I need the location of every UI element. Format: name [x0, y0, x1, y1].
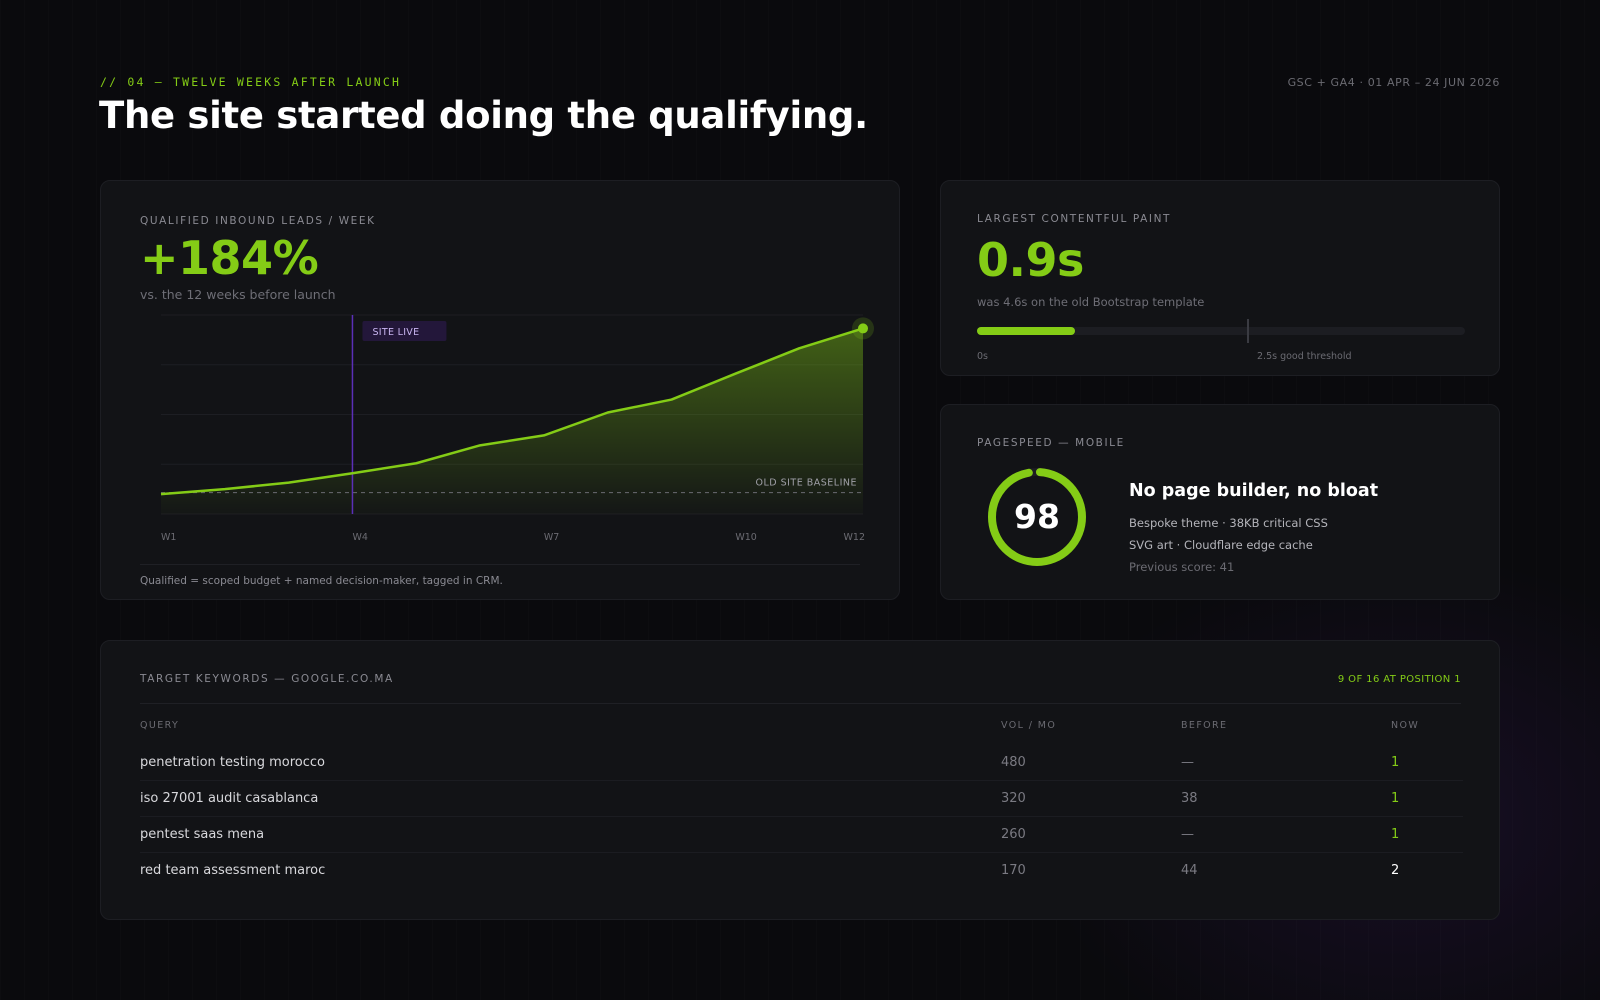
table-row: red team assessment maroc 170 44 2	[101, 853, 1501, 889]
lcp-progress-fill	[977, 327, 1075, 335]
keyword-before: 44	[1181, 863, 1198, 878]
launch-marker-label: SITE LIVE	[372, 327, 419, 338]
keyword-query: iso 27001 audit casablanca	[140, 791, 319, 806]
section-eyebrow: // 04 — TWELVE WEEKS AFTER LAUNCH	[100, 75, 402, 89]
keyword-before: —	[1181, 827, 1194, 842]
launch-marker-badge	[362, 321, 447, 341]
lcp-subtitle: was 4.6s on the old Bootstrap template	[977, 295, 1205, 309]
table-row: iso 27001 audit casablanca 320 38 1	[101, 781, 1501, 817]
pagespeed-heading: No page builder, no bloat	[1129, 481, 1379, 501]
pagespeed-detail-1: Bespoke theme · 38KB critical CSS	[1129, 516, 1328, 530]
keyword-now: 1	[1391, 791, 1400, 806]
lcp-metric: 0.9s	[977, 233, 1084, 287]
keyword-volume: 260	[1001, 827, 1026, 842]
x-tick-label: W1	[161, 532, 176, 543]
baseline-label: OLD SITE BASELINE	[755, 478, 857, 489]
pagespeed-card: PAGESPEED — MOBILE 98 No page builder, n…	[940, 404, 1500, 600]
column-header-now: NOW	[1391, 720, 1420, 731]
table-row: pentest saas mena 260 — 1	[101, 817, 1501, 853]
series-line	[160, 327, 864, 496]
keyword-before: 38	[1181, 791, 1198, 806]
data-source: GSC + GA4 · 01 APR – 24 JUN 2026	[1287, 76, 1500, 89]
keywords-summary: 9 OF 16 AT POSITION 1	[1337, 674, 1461, 685]
leads-metric: +184%	[140, 231, 319, 285]
lcp-threshold-marker	[1247, 319, 1250, 343]
lcp-label: LARGEST CONTENTFUL PAINT	[977, 213, 1172, 225]
page-title: The site started doing the qualifying.	[99, 94, 868, 137]
keyword-volume: 320	[1001, 791, 1026, 806]
keywords-card: TARGET KEYWORDS — GOOGLE.CO.MA 9 OF 16 A…	[100, 640, 1500, 920]
leads-card: OLD SITE BASELINE SITE LIVE W1 W4 W7 W10 W12 Q…	[100, 180, 900, 600]
divider	[140, 564, 860, 565]
pagespeed-score: 98	[1014, 497, 1060, 536]
leads-label: QUALIFIED INBOUND LEADS / WEEK	[140, 215, 376, 227]
column-header-volume: VOL / MO	[1001, 720, 1057, 731]
keywords-table-body: penetration testing morocco 480 — 1 iso …	[101, 745, 1501, 889]
pagespeed-label: PAGESPEED — MOBILE	[977, 437, 1125, 449]
x-tick-label: W4	[352, 532, 367, 543]
leads-chart: OLD SITE BASELINE SITE LIVE W1 W4 W7 W10 W12	[160, 314, 874, 543]
pagespeed-previous-score: Previous score: 41	[1129, 560, 1235, 574]
keywords-label: TARGET KEYWORDS — GOOGLE.CO.MA	[140, 673, 394, 685]
keyword-volume: 170	[1001, 863, 1026, 878]
lcp-card: LARGEST CONTENTFUL PAINT 0.9s was 4.6s o…	[940, 180, 1500, 376]
keyword-query: pentest saas mena	[140, 827, 265, 842]
series-area	[161, 328, 863, 514]
pagespeed-score-ring	[988, 468, 1086, 566]
x-tick-label: W12	[844, 532, 865, 543]
x-tick-label: W7	[544, 532, 559, 543]
leads-subtitle: vs. the 12 weeks before launch	[140, 287, 336, 302]
lcp-threshold-label: 2.5s good threshold	[1257, 351, 1352, 362]
keyword-now: 1	[1391, 755, 1400, 770]
keyword-query: penetration testing morocco	[140, 755, 326, 770]
series-endpoint	[858, 323, 868, 334]
divider	[140, 703, 1461, 704]
table-row: penetration testing morocco 480 — 1	[101, 745, 1501, 781]
keyword-now: 2	[1391, 863, 1400, 878]
lcp-min-label: 0s	[977, 351, 988, 362]
keyword-before: —	[1181, 755, 1194, 770]
column-header-query: QUERY	[140, 720, 180, 731]
keyword-query: red team assessment maroc	[140, 863, 326, 878]
column-header-before: BEFORE	[1181, 720, 1228, 731]
pagespeed-detail-2: SVG art · Cloudflare edge cache	[1129, 538, 1313, 552]
keyword-volume: 480	[1001, 755, 1026, 770]
keyword-now: 1	[1391, 827, 1400, 842]
lcp-progress-track	[977, 319, 1465, 343]
x-tick-label: W10	[735, 532, 756, 543]
leads-footnote: Qualified = scoped budget + named decisi…	[140, 575, 503, 587]
pagespeed-score-arc	[988, 468, 1086, 566]
